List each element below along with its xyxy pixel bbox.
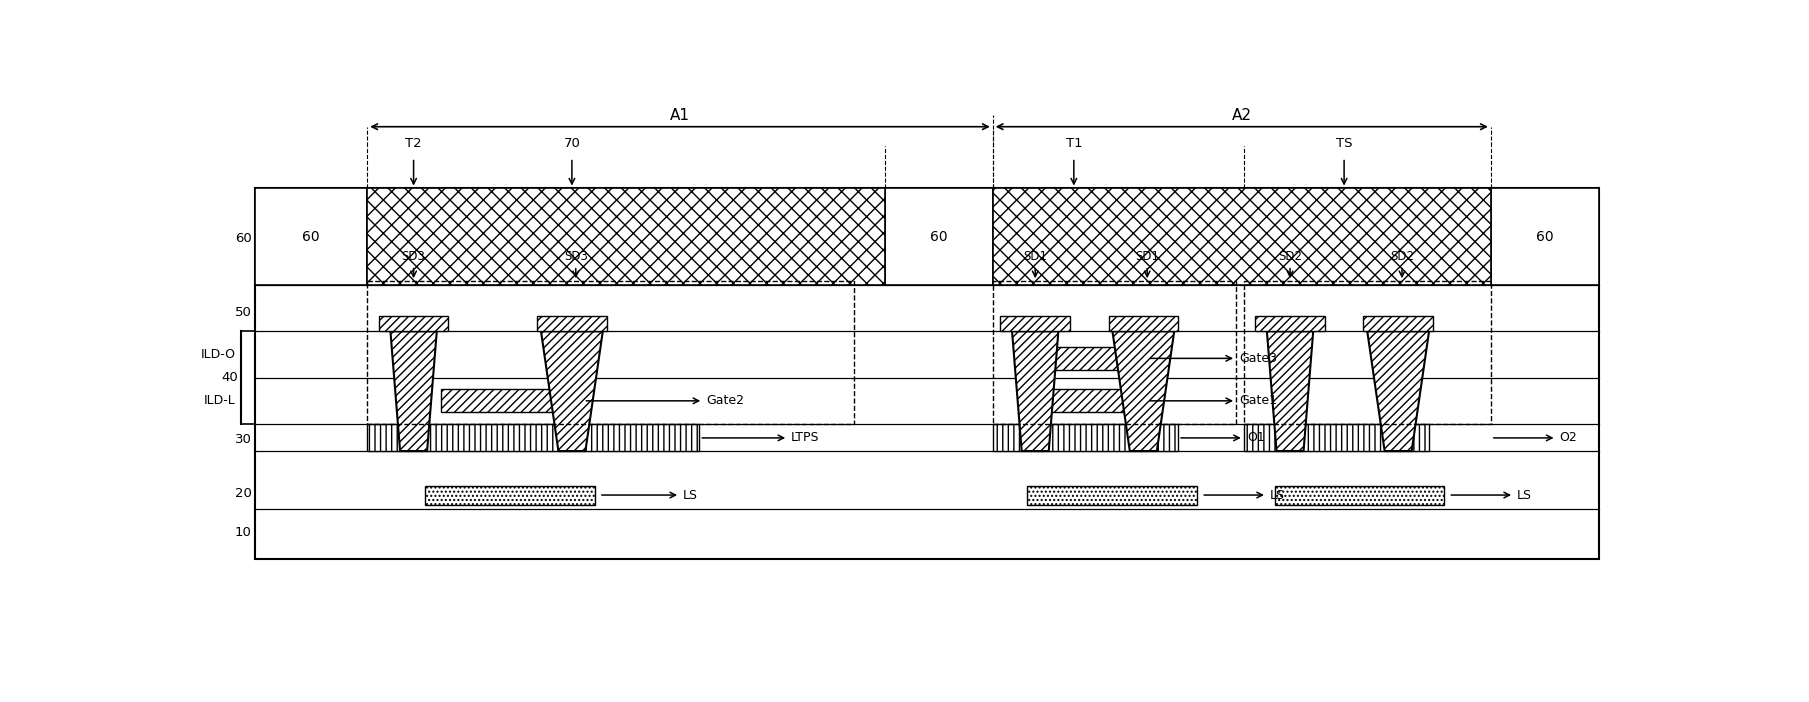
Text: TS: TS <box>1335 137 1353 150</box>
Bar <box>367 282 854 424</box>
Text: SD2: SD2 <box>1389 250 1415 263</box>
Text: T1: T1 <box>1066 137 1082 150</box>
Text: SD1: SD1 <box>1024 250 1047 263</box>
Bar <box>993 282 1236 424</box>
Bar <box>367 424 700 451</box>
Text: 60: 60 <box>302 230 320 244</box>
Text: 20: 20 <box>235 487 251 500</box>
Bar <box>1035 347 1143 370</box>
Bar <box>1000 316 1069 331</box>
Text: SD1: SD1 <box>1136 250 1160 263</box>
Text: Gate2: Gate2 <box>706 395 743 407</box>
Text: LTPS: LTPS <box>791 432 819 444</box>
Bar <box>378 316 449 331</box>
Text: 60: 60 <box>930 230 948 244</box>
Bar <box>1364 316 1433 331</box>
Text: 40: 40 <box>221 371 239 384</box>
Text: A2: A2 <box>1232 108 1252 123</box>
Bar <box>993 189 1491 285</box>
Text: O1: O1 <box>1246 432 1264 444</box>
Polygon shape <box>541 331 602 451</box>
Text: SD3: SD3 <box>564 250 588 263</box>
Text: LS: LS <box>1518 489 1532 501</box>
Bar <box>255 189 1599 559</box>
Text: ILD-L: ILD-L <box>204 395 235 407</box>
Bar <box>1109 316 1178 331</box>
Bar <box>1028 486 1198 505</box>
Bar <box>993 424 1178 451</box>
Bar <box>1275 486 1444 505</box>
Text: Gate3: Gate3 <box>1239 352 1277 365</box>
Polygon shape <box>1266 331 1313 451</box>
Bar <box>441 389 579 413</box>
Bar <box>1245 424 1429 451</box>
Text: ILD-O: ILD-O <box>201 348 235 361</box>
Text: 60: 60 <box>235 232 251 245</box>
Bar <box>537 316 606 331</box>
Bar <box>1035 389 1143 413</box>
Bar <box>425 486 595 505</box>
Polygon shape <box>391 331 436 451</box>
Text: A1: A1 <box>669 108 689 123</box>
Polygon shape <box>1113 331 1174 451</box>
Bar <box>885 189 993 285</box>
Bar <box>1255 316 1324 331</box>
Bar <box>1245 282 1491 424</box>
Bar <box>367 189 885 285</box>
Text: 60: 60 <box>1536 230 1554 244</box>
Text: 50: 50 <box>235 305 251 319</box>
Text: SD2: SD2 <box>1277 250 1302 263</box>
Text: O2: O2 <box>1559 432 1577 444</box>
Text: Gate1: Gate1 <box>1239 395 1277 407</box>
Text: T2: T2 <box>405 137 421 150</box>
Text: LS: LS <box>1270 489 1284 501</box>
Text: 10: 10 <box>235 526 251 538</box>
Text: 30: 30 <box>235 433 251 446</box>
Bar <box>1491 189 1599 285</box>
Polygon shape <box>1011 331 1058 451</box>
Bar <box>255 189 367 285</box>
Text: LS: LS <box>684 489 698 501</box>
Polygon shape <box>1368 331 1429 451</box>
Text: 70: 70 <box>563 137 581 150</box>
Text: SD3: SD3 <box>402 250 425 263</box>
